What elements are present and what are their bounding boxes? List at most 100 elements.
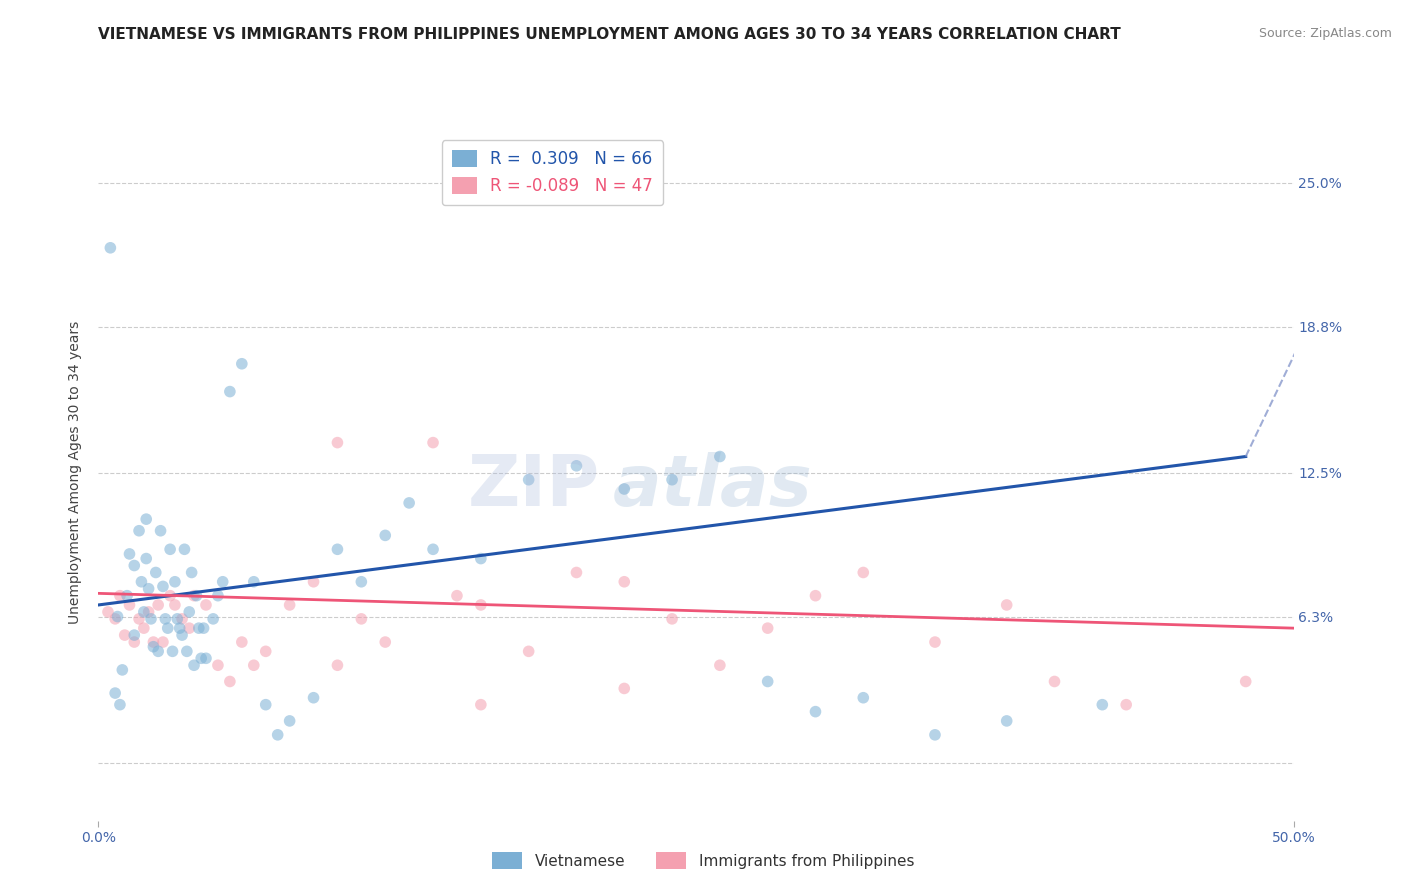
Point	[267, 728, 290, 742]
Point	[1043, 674, 1066, 689]
Point	[207, 658, 229, 673]
Point	[176, 644, 198, 658]
Point	[202, 612, 225, 626]
Point	[159, 589, 181, 603]
Point	[124, 628, 146, 642]
Point	[326, 542, 349, 557]
Point	[104, 686, 127, 700]
Point	[190, 651, 212, 665]
Point	[111, 663, 134, 677]
Point	[231, 357, 253, 371]
Point	[179, 621, 201, 635]
Point	[565, 566, 588, 580]
Point	[148, 598, 170, 612]
Point	[132, 621, 155, 635]
Point	[145, 566, 167, 580]
Legend: Vietnamese, Immigrants from Philippines: Vietnamese, Immigrants from Philippines	[485, 846, 921, 875]
Point	[350, 612, 373, 626]
Point	[135, 512, 157, 526]
Point	[756, 621, 779, 635]
Point	[108, 698, 131, 712]
Point	[613, 574, 636, 589]
Point	[128, 612, 150, 626]
Point	[1091, 698, 1114, 712]
Point	[138, 605, 160, 619]
Point	[924, 728, 946, 742]
Point	[180, 566, 202, 580]
Point	[219, 674, 242, 689]
Legend: R =  0.309   N = 66, R = -0.089   N = 47: R = 0.309 N = 66, R = -0.089 N = 47	[441, 140, 664, 205]
Point	[128, 524, 150, 538]
Point	[163, 574, 186, 589]
Point	[398, 496, 420, 510]
Point	[194, 651, 218, 665]
Point	[374, 528, 396, 542]
Point	[97, 605, 120, 619]
Point	[142, 640, 165, 654]
Point	[149, 524, 172, 538]
Point	[804, 589, 827, 603]
Point	[709, 658, 731, 673]
Y-axis label: Unemployment Among Ages 30 to 34 years: Unemployment Among Ages 30 to 34 years	[69, 321, 83, 624]
Point	[124, 635, 146, 649]
Point	[302, 574, 325, 589]
Point	[254, 644, 277, 658]
Point	[163, 598, 186, 612]
Point	[155, 612, 177, 626]
Point	[661, 473, 683, 487]
Point	[166, 612, 188, 626]
Point	[565, 458, 588, 473]
Text: Source: ZipAtlas.com: Source: ZipAtlas.com	[1258, 27, 1392, 40]
Point	[326, 435, 349, 450]
Text: atlas: atlas	[613, 452, 813, 521]
Point	[1234, 674, 1257, 689]
Point	[194, 598, 218, 612]
Point	[98, 241, 122, 255]
Point	[995, 598, 1018, 612]
Point	[152, 635, 174, 649]
Point	[142, 635, 165, 649]
Point	[350, 574, 373, 589]
Point	[613, 681, 636, 696]
Text: ZIP: ZIP	[468, 452, 600, 521]
Point	[148, 644, 170, 658]
Point	[446, 589, 468, 603]
Point	[186, 589, 208, 603]
Point	[756, 674, 779, 689]
Point	[852, 566, 875, 580]
Point	[124, 558, 146, 573]
Point	[804, 705, 827, 719]
Point	[131, 574, 153, 589]
Point	[135, 551, 157, 566]
Point	[187, 621, 209, 635]
Point	[173, 542, 195, 557]
Point	[108, 589, 131, 603]
Point	[1115, 698, 1137, 712]
Point	[422, 542, 444, 557]
Point	[852, 690, 875, 705]
Point	[709, 450, 731, 464]
Point	[243, 574, 266, 589]
Point	[172, 628, 194, 642]
Point	[517, 644, 540, 658]
Point	[107, 609, 129, 624]
Point	[254, 698, 277, 712]
Point	[302, 690, 325, 705]
Point	[118, 547, 141, 561]
Point	[104, 612, 127, 626]
Text: VIETNAMESE VS IMMIGRANTS FROM PHILIPPINES UNEMPLOYMENT AMONG AGES 30 TO 34 YEARS: VIETNAMESE VS IMMIGRANTS FROM PHILIPPINE…	[98, 27, 1121, 42]
Point	[219, 384, 242, 399]
Point	[138, 582, 160, 596]
Point	[470, 698, 492, 712]
Point	[661, 612, 683, 626]
Point	[278, 714, 301, 728]
Point	[159, 542, 181, 557]
Point	[613, 482, 636, 496]
Point	[422, 435, 444, 450]
Point	[517, 473, 540, 487]
Point	[470, 551, 492, 566]
Point	[132, 605, 155, 619]
Point	[114, 628, 136, 642]
Point	[193, 621, 215, 635]
Point	[470, 598, 492, 612]
